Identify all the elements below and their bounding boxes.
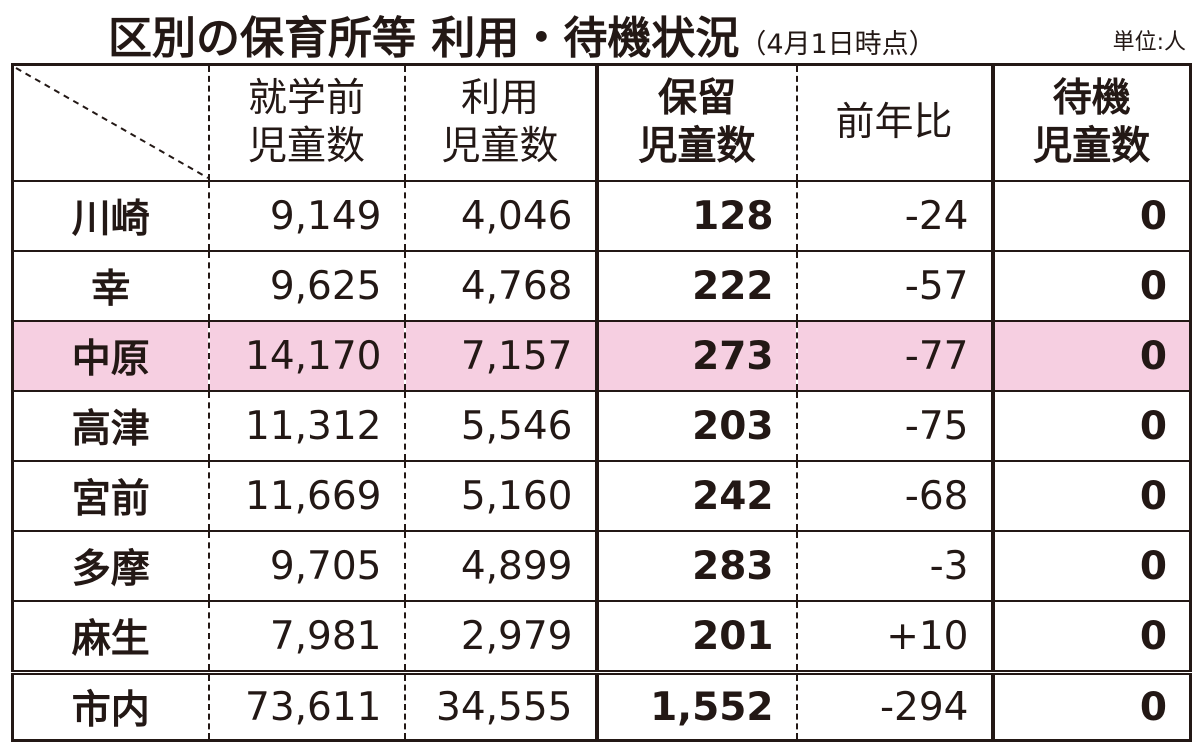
corner-diagonal-line: [15, 67, 207, 179]
ward-name: 麻生: [12, 601, 210, 674]
table-row-kawasaki: 川崎 9,149 4,046 128 -24 0: [12, 181, 1192, 252]
preschool-count: 7,981: [208, 601, 406, 674]
using-count: 5,546: [404, 391, 598, 462]
col-header-using-line1: 利用: [460, 76, 539, 121]
on-hold-count: 222: [594, 251, 798, 322]
preschool-count: 11,669: [208, 461, 406, 532]
on-hold-count: 201: [594, 601, 798, 674]
table-title-main: 区別の保育所等 利用・待機状況: [108, 13, 740, 64]
ward-name: 宮前: [12, 461, 210, 532]
preschool-count: 14,170: [208, 321, 406, 392]
waiting-count: 0: [992, 601, 1192, 674]
yoy-change: -75: [796, 391, 995, 462]
total-label: 市内: [12, 670, 210, 741]
using-count: 2,979: [404, 601, 598, 674]
title-row: 区別の保育所等 利用・待機状況（4月1日時点） 単位:人: [0, 0, 1200, 64]
col-header-on-hold: 保留 児童数: [594, 64, 798, 182]
col-header-waiting: 待機 児童数: [992, 64, 1192, 182]
table-title-note: （4月1日時点）: [739, 29, 936, 60]
on-hold-count: 128: [594, 181, 798, 252]
preschool-count: 9,625: [208, 251, 406, 322]
data-table: 就学前 児童数 利用 児童数 保留 児童数 前年比 待機 児童数 川崎 9,14…: [11, 63, 1192, 742]
using-count: 4,899: [404, 531, 598, 602]
col-header-waiting-line2: 児童数: [1033, 124, 1151, 169]
waiting-count: 0: [992, 251, 1192, 322]
using-count: 4,768: [404, 251, 598, 322]
table-row-asao: 麻生 7,981 2,979 201 +10 0: [12, 601, 1192, 674]
waiting-count: 0: [992, 461, 1192, 532]
yoy-change: +10: [796, 601, 995, 674]
ward-name: 高津: [12, 391, 210, 462]
preschool-count: 9,149: [208, 181, 406, 252]
corner-diagonal: [15, 67, 207, 179]
col-header-on-hold-line2: 児童数: [638, 124, 756, 169]
on-hold-count: 203: [594, 391, 798, 462]
total-using-count: 34,555: [404, 670, 598, 741]
preschool-count: 11,312: [208, 391, 406, 462]
col-header-yoy: 前年比: [796, 64, 995, 182]
waiting-count: 0: [992, 531, 1192, 602]
on-hold-count: 283: [594, 531, 798, 602]
col-header-on-hold-line1: 保留: [657, 76, 736, 121]
on-hold-count: 273: [594, 321, 798, 392]
using-count: 7,157: [404, 321, 598, 392]
yoy-change: -77: [796, 321, 995, 392]
yoy-change: -57: [796, 251, 995, 322]
col-header-using: 利用 児童数: [404, 64, 598, 182]
total-waiting-count: 0: [992, 670, 1192, 741]
col-header-waiting-line1: 待機: [1052, 76, 1131, 121]
on-hold-count: 242: [594, 461, 798, 532]
table-row-takatsu: 高津 11,312 5,546 203 -75 0: [12, 391, 1192, 462]
waiting-count: 0: [992, 181, 1192, 252]
preschool-count: 9,705: [208, 531, 406, 602]
using-count: 5,160: [404, 461, 598, 532]
col-header-yoy-line1: 前年比: [835, 100, 953, 145]
waiting-count: 0: [992, 391, 1192, 462]
table-row-nakahara: 中原 14,170 7,157 273 -77 0: [12, 321, 1192, 392]
ward-name: 川崎: [12, 181, 210, 252]
yoy-change: -24: [796, 181, 995, 252]
waiting-count: 0: [992, 321, 1192, 392]
table-title: 区別の保育所等 利用・待機状況（4月1日時点）: [108, 2, 936, 66]
ward-name: 幸: [12, 251, 210, 322]
col-header-using-line2: 児童数: [441, 124, 559, 169]
unit-label: 単位:人: [1112, 30, 1186, 55]
col-header-preschool-line1: 就学前: [247, 76, 365, 121]
corner-cell: [12, 64, 210, 182]
total-preschool-count: 73,611: [208, 670, 406, 741]
table-row-miyamae: 宮前 11,669 5,160 242 -68 0: [12, 461, 1192, 532]
ward-name: 中原: [12, 321, 210, 392]
table-row-tama: 多摩 9,705 4,899 283 -3 0: [12, 531, 1192, 602]
ward-name: 多摩: [12, 531, 210, 602]
table-row-total: 市内 73,611 34,555 1,552 -294 0: [12, 670, 1192, 741]
using-count: 4,046: [404, 181, 598, 252]
total-on-hold-count: 1,552: [594, 670, 798, 741]
col-header-preschool-line2: 児童数: [247, 124, 365, 169]
total-yoy-change: -294: [796, 670, 995, 741]
header-row: 就学前 児童数 利用 児童数 保留 児童数 前年比 待機 児童数: [12, 64, 1192, 182]
table-row-saiwai: 幸 9,625 4,768 222 -57 0: [12, 251, 1192, 322]
yoy-change: -68: [796, 461, 995, 532]
yoy-change: -3: [796, 531, 995, 602]
col-header-preschool: 就学前 児童数: [208, 64, 406, 182]
